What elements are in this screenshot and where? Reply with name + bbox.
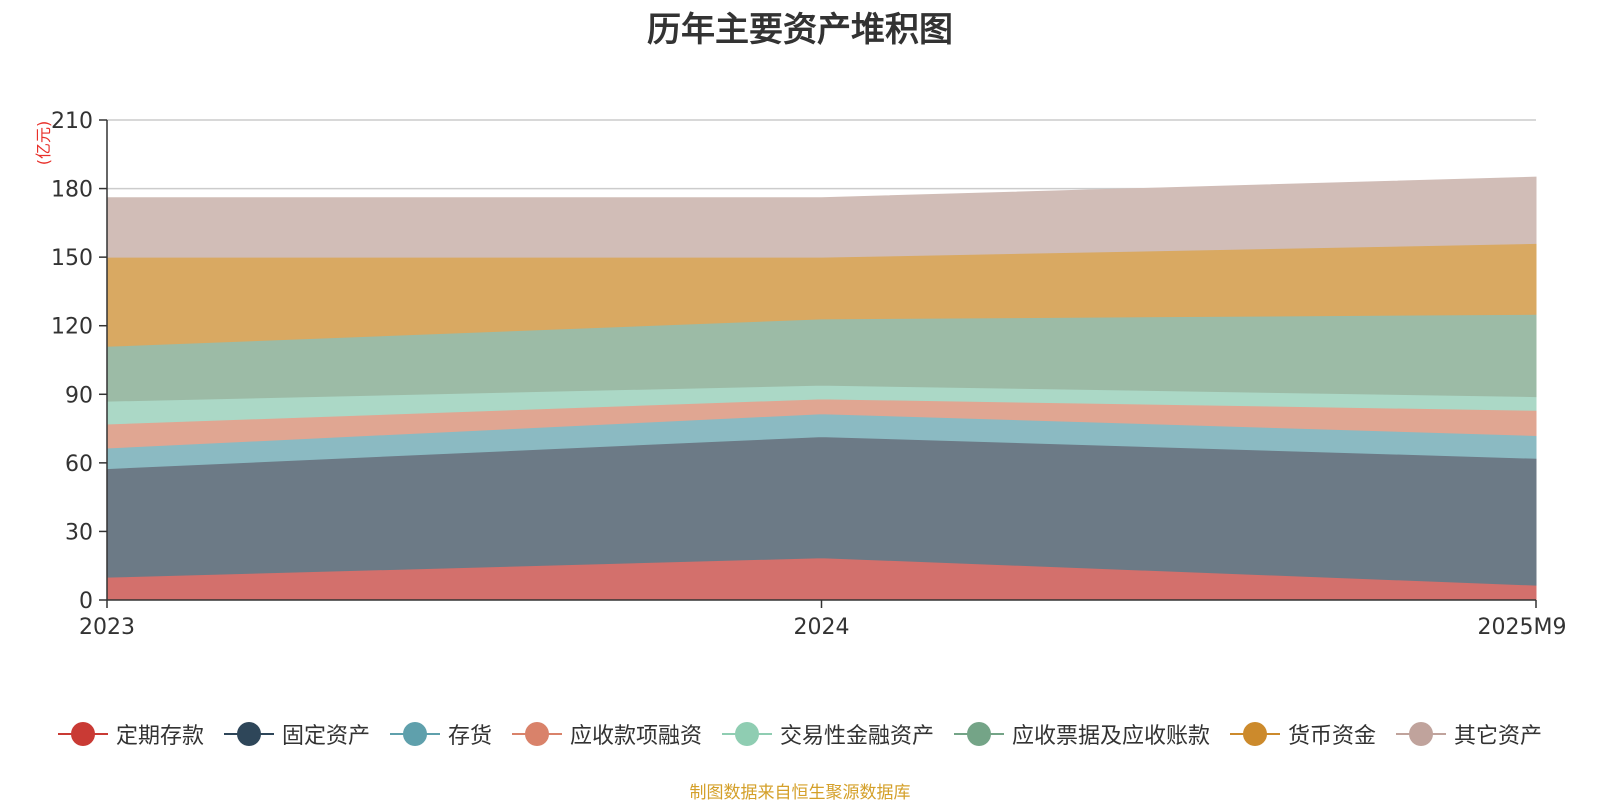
legend-marker-icon <box>223 722 274 746</box>
x-tick-label: 2023 <box>79 615 135 640</box>
legend-item[interactable]: 其它资产 <box>1396 718 1542 750</box>
legend-label: 交易性金融资产 <box>780 724 935 749</box>
legend-label: 固定资产 <box>281 724 370 749</box>
x-tick-label: 2025M9 <box>1478 615 1567 640</box>
legend-marker-icon <box>57 722 108 746</box>
legend-item[interactable]: 货币资金 <box>1230 718 1376 750</box>
legend-item[interactable]: 交易性金融资产 <box>722 718 934 750</box>
legend-marker-icon <box>511 722 562 746</box>
legend-item[interactable]: 应收款项融资 <box>511 718 702 750</box>
legend-item[interactable]: 存货 <box>389 718 492 750</box>
legend-item[interactable]: 定期存款 <box>57 718 204 750</box>
legend-item[interactable]: 应收票据及应收账款 <box>954 718 1210 750</box>
axis-layer: 0 30 60 90 120 150 180 210 2023 2024 2025M9 <box>51 109 1566 640</box>
legend-label: 应收款项融资 <box>569 724 702 749</box>
legend-label: 存货 <box>447 724 492 749</box>
legend-label: 应收票据及应收账款 <box>1012 724 1211 749</box>
legend-marker-icon <box>389 722 440 746</box>
legend-label: 货币资金 <box>1288 724 1377 749</box>
y-axis-unit-label: (亿元) <box>34 121 53 166</box>
y-tick-label: 120 <box>51 315 93 340</box>
area-layer <box>106 176 1537 601</box>
y-tick-label: 210 <box>51 109 93 134</box>
y-tick-label: 90 <box>65 383 93 408</box>
legend-item[interactable]: 固定资产 <box>223 718 370 750</box>
legend-label: 定期存款 <box>115 724 204 749</box>
source-note: 制图数据来自恒生聚源数据库 <box>689 783 911 803</box>
legend-marker-icon <box>954 722 1005 746</box>
legend: 定期存款 固定资产 存货 应收款项融资 交易性金融资产 应收票据及应收账款 货币资金 其它资产 <box>0 718 1600 750</box>
y-tick-label: 60 <box>65 452 93 477</box>
legend-marker-icon <box>1396 722 1447 746</box>
y-tick-label: 30 <box>65 520 93 545</box>
legend-marker-icon <box>722 722 772 746</box>
x-tick-label: 2024 <box>794 615 850 640</box>
legend-label: 其它资产 <box>1454 724 1543 749</box>
y-tick-label: 180 <box>51 178 93 203</box>
chart-title: 历年主要资产堆积图 <box>647 10 953 50</box>
y-tick-label: 150 <box>51 246 93 271</box>
legend-marker-icon <box>1230 722 1281 746</box>
y-tick-label: 0 <box>79 589 93 614</box>
